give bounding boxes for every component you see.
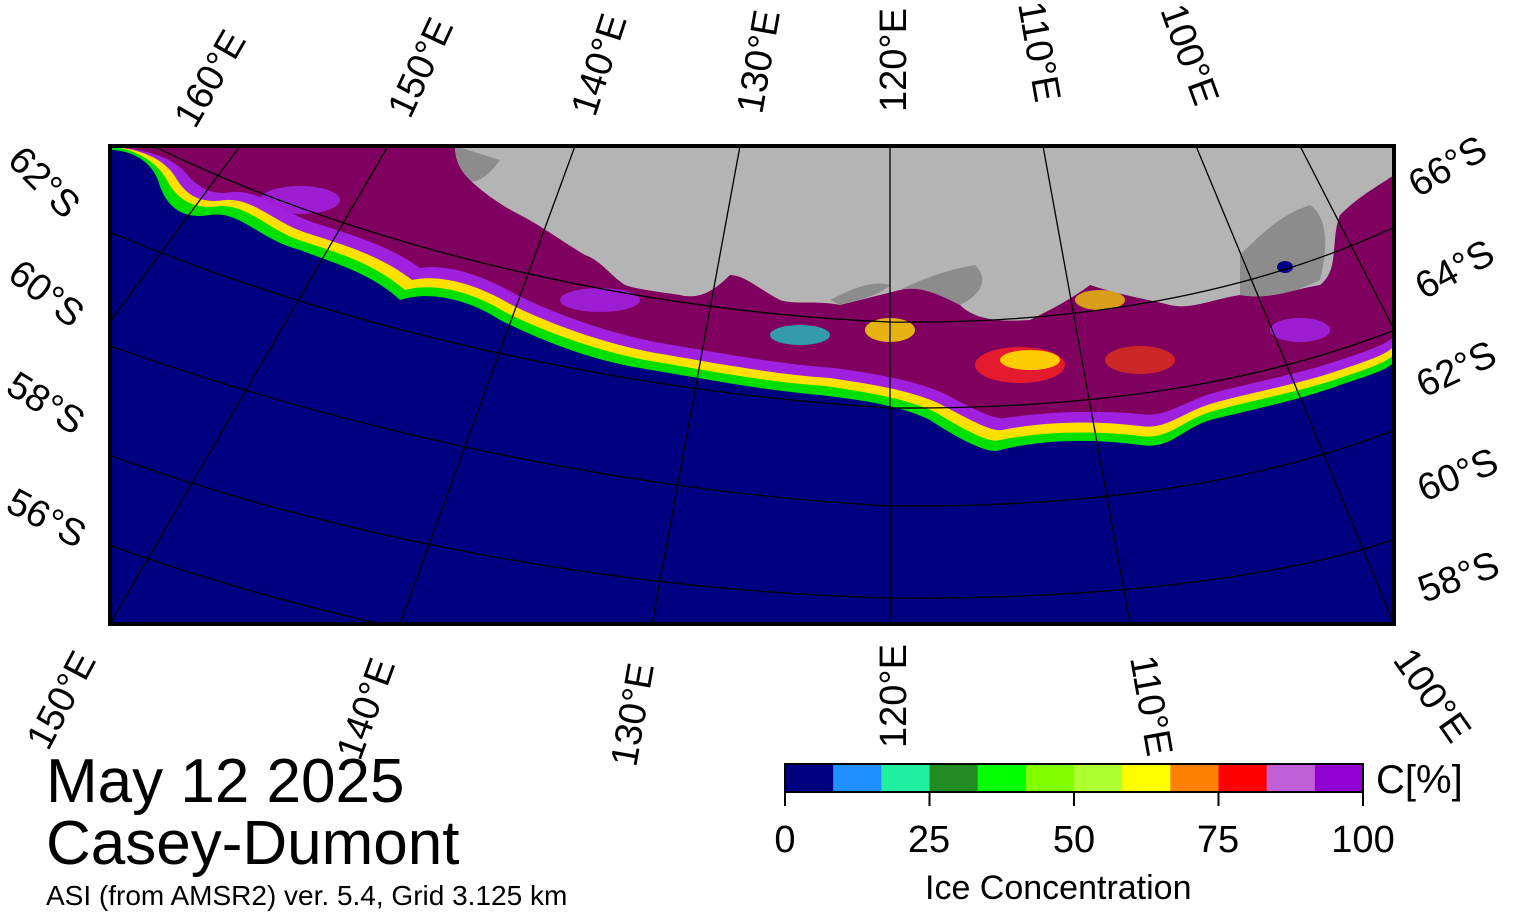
top-lon-label-100: 100°E <box>1152 0 1227 111</box>
top-lon-label-110: 110°E <box>1009 0 1068 105</box>
colorbar-bin-5 <box>1025 764 1075 792</box>
bottom-lon-label-110: 110°E <box>1121 652 1180 759</box>
top-lon-label-160: 160°E <box>166 23 254 134</box>
colorbar-bin-4 <box>977 764 1027 792</box>
left-lat-label-56: 56°S <box>0 481 93 557</box>
colorbar-tick-75: 75 <box>1196 819 1240 861</box>
graticule <box>110 146 1394 624</box>
bottom-lon-label-130: 130°E <box>604 660 663 770</box>
colorbar-tick-100: 100 <box>1331 819 1395 861</box>
colorbar-bin-1 <box>833 764 882 792</box>
top-lon-label-150: 150°E <box>380 12 462 124</box>
top-lon-label-120: 120°E <box>873 8 915 112</box>
left-lat-label-60: 60°S <box>0 252 91 336</box>
bottom-lon-label-120: 120°E <box>873 644 915 748</box>
date-label: May 12 2025 <box>46 747 405 816</box>
colorbar-bin-0 <box>785 764 834 792</box>
region-label: Casey-Dumont <box>46 809 460 878</box>
bottom-lon-label-100: 100°E <box>1385 641 1479 750</box>
colorbar-bin-7 <box>1122 764 1171 792</box>
colorbar-bin-2 <box>881 764 930 792</box>
right-lat-label-62: 62°S <box>1410 333 1503 406</box>
map-frame <box>108 144 1396 626</box>
top-lon-label-130: 130°E <box>730 7 789 117</box>
colorbar-bin-9 <box>1218 764 1268 792</box>
colorbar-title: Ice Concentration <box>925 869 1192 907</box>
colorbar-bin-10 <box>1266 764 1316 792</box>
bottom-lon-label-150: 150°E <box>19 645 105 757</box>
colorbar-bin-8 <box>1170 764 1219 792</box>
colorbar-unit: C[%] <box>1376 758 1463 802</box>
colorbar-tick-25: 25 <box>907 819 951 861</box>
colorbar-bin-11 <box>1314 764 1364 792</box>
left-lat-label-58: 58°S <box>0 364 92 444</box>
colorbar-bin-6 <box>1074 764 1123 792</box>
left-lat-label-62: 62°S <box>0 139 88 227</box>
colorbar-ticks <box>784 792 1364 806</box>
right-lat-label-60: 60°S <box>1412 440 1505 510</box>
colorbar <box>785 764 1364 792</box>
right-lat-label-58: 58°S <box>1413 544 1505 612</box>
right-lat-label-66: 66°S <box>1402 128 1495 206</box>
antarctica-land <box>455 146 1394 321</box>
colorbar-bin-3 <box>929 764 979 792</box>
top-lon-label-140: 140°E <box>564 9 636 121</box>
colorbar-tick-50: 50 <box>1052 819 1096 861</box>
product-label: ASI (from AMSR2) ver. 5.4, Grid 3.125 km <box>46 880 568 911</box>
colorbar-tick-0: 0 <box>774 819 796 861</box>
right-lat-label-64: 64°S <box>1409 232 1502 308</box>
